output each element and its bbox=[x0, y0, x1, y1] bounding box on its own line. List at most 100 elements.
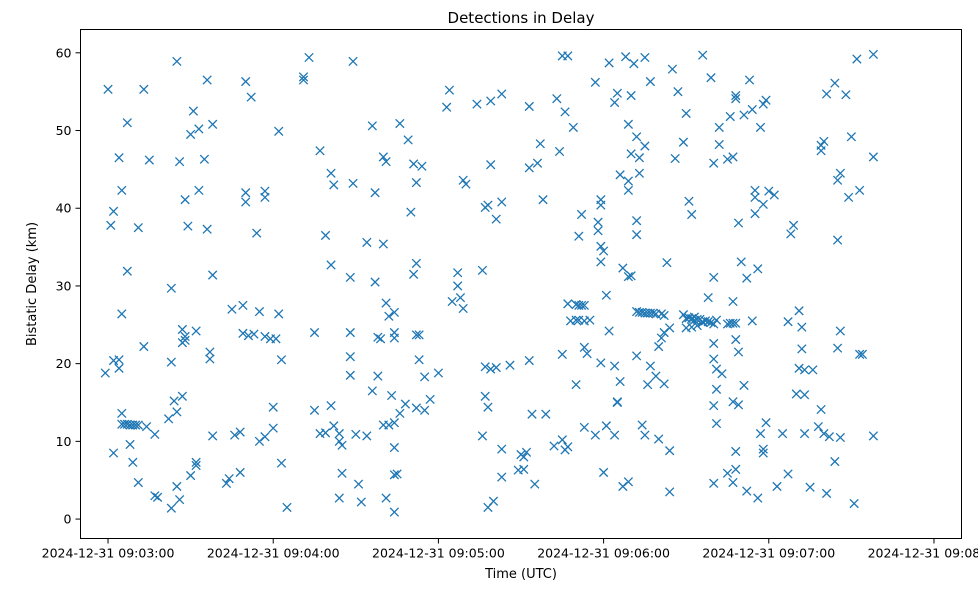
data-point bbox=[103, 84, 113, 94]
data-point bbox=[623, 477, 634, 487]
data-point bbox=[821, 89, 832, 99]
data-point bbox=[320, 230, 331, 241]
data-point bbox=[821, 488, 832, 499]
data-point bbox=[574, 231, 584, 241]
data-point bbox=[166, 503, 177, 513]
data-point bbox=[130, 420, 141, 430]
data-point bbox=[554, 146, 565, 157]
data-point bbox=[631, 216, 642, 226]
data-point bbox=[353, 479, 364, 489]
y-tick-label: 50 bbox=[56, 123, 72, 138]
data-point bbox=[367, 121, 377, 131]
data-point bbox=[731, 318, 741, 328]
data-point bbox=[640, 430, 650, 440]
data-point bbox=[144, 155, 154, 165]
data-point bbox=[527, 409, 537, 419]
data-point bbox=[576, 300, 587, 311]
data-point bbox=[458, 175, 468, 185]
data-point bbox=[304, 52, 314, 63]
data-point bbox=[786, 229, 796, 239]
data-point bbox=[755, 122, 766, 133]
data-point bbox=[640, 52, 650, 63]
data-point bbox=[731, 464, 741, 474]
chart-title: Detections in Delay bbox=[448, 9, 595, 27]
y-tick-label: 30 bbox=[56, 278, 72, 293]
data-point bbox=[579, 422, 589, 433]
data-point bbox=[139, 341, 149, 352]
data-point bbox=[268, 423, 278, 433]
data-point bbox=[687, 322, 697, 332]
data-point bbox=[419, 372, 430, 382]
data-point bbox=[772, 481, 782, 492]
data-point bbox=[497, 472, 507, 482]
data-point bbox=[417, 161, 427, 171]
y-tick-label: 10 bbox=[56, 434, 72, 449]
data-point bbox=[596, 195, 606, 205]
data-point bbox=[334, 493, 344, 503]
data-point bbox=[808, 365, 818, 375]
data-point bbox=[227, 304, 237, 314]
data-point bbox=[373, 371, 383, 381]
data-point bbox=[832, 175, 843, 185]
data-point bbox=[453, 281, 463, 291]
data-point bbox=[841, 90, 851, 100]
data-point bbox=[722, 154, 733, 164]
data-point bbox=[758, 199, 768, 210]
data-point bbox=[337, 440, 347, 450]
data-point bbox=[373, 332, 383, 342]
data-point bbox=[411, 403, 422, 413]
data-point bbox=[188, 106, 199, 116]
data-point bbox=[205, 347, 215, 357]
data-point bbox=[609, 430, 620, 440]
data-point bbox=[742, 273, 752, 283]
x-tick-label: 2024-12-31 09:08:00 bbox=[868, 546, 978, 561]
data-point bbox=[108, 448, 119, 458]
data-point bbox=[571, 315, 581, 325]
data-point bbox=[645, 361, 656, 371]
data-point bbox=[334, 436, 344, 447]
x-axis-ticks: 2024-12-31 09:03:00 2024-12-31 09:04:00 20… bbox=[42, 538, 978, 561]
data-point bbox=[824, 432, 835, 442]
data-point bbox=[692, 320, 702, 331]
data-point bbox=[133, 477, 143, 488]
data-point bbox=[665, 446, 675, 456]
data-point bbox=[711, 315, 722, 325]
data-point bbox=[560, 107, 570, 117]
x-axis-label: Time (UTC) bbox=[484, 567, 557, 582]
data-point bbox=[538, 195, 548, 205]
data-point bbox=[243, 331, 254, 341]
data-point bbox=[114, 363, 124, 373]
data-point bbox=[114, 355, 124, 365]
data-point bbox=[246, 92, 256, 102]
data-point bbox=[835, 326, 846, 336]
data-point bbox=[337, 468, 347, 478]
data-point bbox=[125, 439, 135, 450]
data-point bbox=[100, 368, 110, 378]
data-point bbox=[345, 272, 355, 283]
data-point bbox=[706, 73, 716, 83]
data-point bbox=[590, 430, 600, 440]
data-point bbox=[199, 154, 210, 164]
data-point bbox=[755, 428, 766, 439]
data-point bbox=[854, 349, 865, 359]
data-point bbox=[370, 188, 380, 198]
data-point bbox=[623, 185, 634, 196]
data-point bbox=[728, 318, 738, 328]
data-point bbox=[711, 384, 722, 394]
data-point bbox=[728, 296, 738, 307]
data-point bbox=[524, 355, 534, 366]
data-point bbox=[207, 119, 218, 129]
data-point bbox=[609, 97, 620, 108]
data-point bbox=[185, 129, 196, 140]
data-point bbox=[678, 310, 689, 320]
data-point bbox=[524, 101, 534, 112]
data-point bbox=[414, 330, 424, 340]
x-tick-label: 2024-12-31 09:04:00 bbox=[207, 546, 340, 561]
data-point bbox=[709, 319, 719, 329]
data-point bbox=[406, 207, 416, 217]
data-point bbox=[788, 220, 799, 230]
data-point bbox=[260, 331, 270, 342]
data-point bbox=[486, 96, 496, 106]
data-point bbox=[673, 87, 683, 97]
data-point bbox=[180, 331, 190, 342]
